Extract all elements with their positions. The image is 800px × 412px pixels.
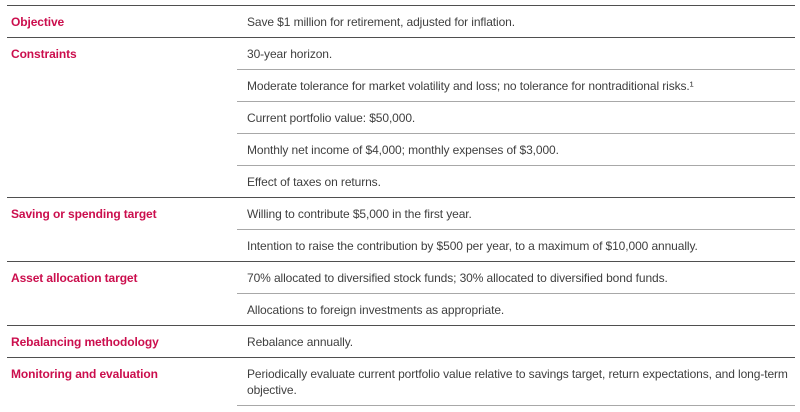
- section-rows: 30-year horizon. Moderate tolerance for …: [237, 38, 795, 197]
- table-row: Adjust as needed.: [237, 405, 795, 412]
- section-label: Rebalancing methodology: [11, 335, 159, 349]
- section-rows: 70% allocated to diversified stock funds…: [237, 262, 795, 325]
- section-saving-or-spending-target: Saving or spending target Willing to con…: [7, 197, 795, 261]
- section-asset-allocation-target: Asset allocation target 70% allocated to…: [7, 261, 795, 325]
- section-objective: Objective Save $1 million for retirement…: [7, 6, 795, 37]
- table-row: 30-year horizon.: [247, 47, 333, 61]
- section-label: Saving or spending target: [11, 207, 157, 221]
- section-label: Objective: [11, 15, 65, 29]
- table-row: 70% allocated to diversified stock funds…: [247, 271, 668, 285]
- exhibit-table: Objective Save $1 million for retirement…: [7, 5, 795, 412]
- section-label: Constraints: [11, 47, 77, 61]
- table-row: Willing to contribute $5,000 in the firs…: [247, 207, 472, 221]
- table-row: Current portfolio value: $50,000.: [237, 101, 795, 133]
- section-rows: Save $1 million for retirement, adjusted…: [237, 6, 795, 37]
- section-rows: Periodically evaluate current portfolio …: [237, 358, 795, 412]
- section-rows: Willing to contribute $5,000 in the firs…: [237, 198, 795, 261]
- table-row: Periodically evaluate current portfolio …: [247, 367, 788, 397]
- table-row: Allocations to foreign investments as ap…: [237, 293, 795, 325]
- section-label: Asset allocation target: [11, 271, 138, 285]
- table-row: Rebalance annually.: [247, 335, 353, 349]
- table-row: Monthly net income of $4,000; monthly ex…: [237, 133, 795, 165]
- section-rows: Rebalance annually.: [237, 326, 795, 357]
- table-row: Effect of taxes on returns.: [237, 165, 795, 197]
- section-monitoring-and-evaluation: Monitoring and evaluation Periodically e…: [7, 357, 795, 412]
- section-constraints: Constraints 30-year horizon. Moderate to…: [7, 37, 795, 197]
- section-label: Monitoring and evaluation: [11, 367, 158, 381]
- section-rebalancing-methodology: Rebalancing methodology Rebalance annual…: [7, 325, 795, 357]
- table-row: Moderate tolerance for market volatility…: [237, 69, 795, 101]
- table-row: Save $1 million for retirement, adjusted…: [247, 15, 515, 29]
- table-row: Intention to raise the contribution by $…: [237, 229, 795, 261]
